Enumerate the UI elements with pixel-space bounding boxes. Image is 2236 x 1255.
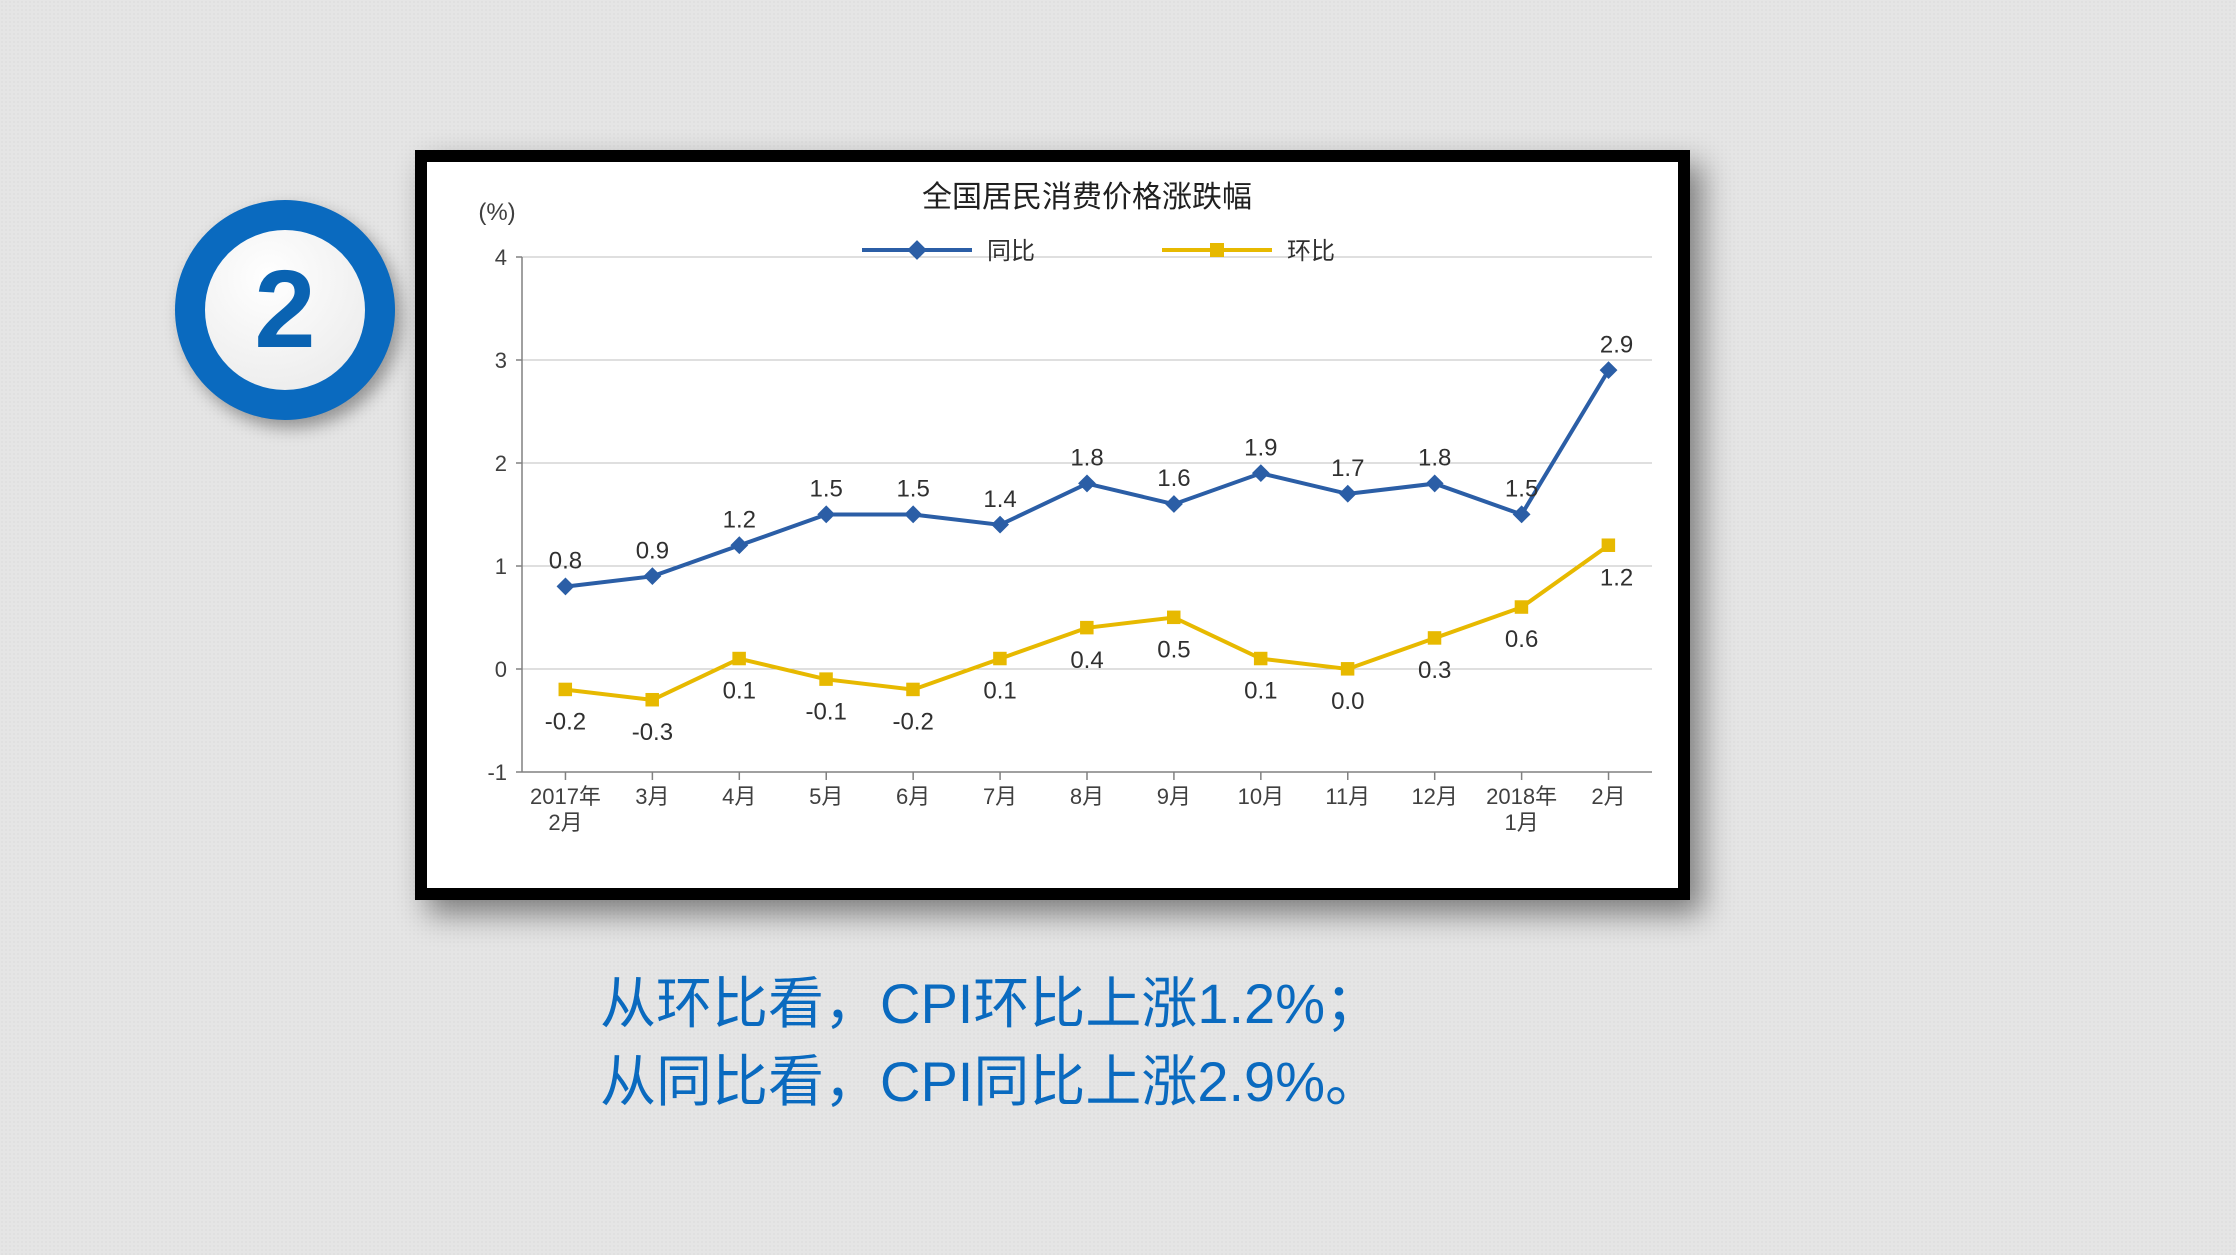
svg-text:1.5: 1.5 <box>896 476 929 503</box>
svg-text:1.6: 1.6 <box>1157 465 1190 492</box>
svg-text:0.0: 0.0 <box>1331 688 1364 715</box>
svg-text:-0.2: -0.2 <box>892 709 933 736</box>
svg-text:1.4: 1.4 <box>983 486 1016 513</box>
svg-text:2月: 2月 <box>548 810 582 835</box>
svg-text:6月: 6月 <box>896 784 930 809</box>
svg-text:9月: 9月 <box>1157 784 1191 809</box>
svg-text:2: 2 <box>495 451 507 476</box>
svg-text:3: 3 <box>495 348 507 373</box>
svg-text:4: 4 <box>495 245 507 270</box>
svg-text:1.9: 1.9 <box>1244 434 1277 461</box>
svg-text:1: 1 <box>495 554 507 579</box>
svg-text:0.4: 0.4 <box>1070 647 1103 674</box>
svg-text:1.5: 1.5 <box>1505 476 1538 503</box>
section-number: 2 <box>254 255 315 365</box>
svg-text:1.5: 1.5 <box>810 476 843 503</box>
svg-text:-1: -1 <box>487 760 507 785</box>
svg-text:0.5: 0.5 <box>1157 637 1190 664</box>
svg-text:(%): (%) <box>478 199 515 226</box>
svg-text:10月: 10月 <box>1238 784 1284 809</box>
svg-text:1.2: 1.2 <box>723 506 756 533</box>
svg-text:3月: 3月 <box>635 784 669 809</box>
svg-text:2017年: 2017年 <box>530 784 601 809</box>
svg-text:0.1: 0.1 <box>1244 678 1277 705</box>
svg-text:0.1: 0.1 <box>723 678 756 705</box>
section-number-badge: 2 <box>175 200 395 420</box>
svg-text:2月: 2月 <box>1591 784 1625 809</box>
svg-text:全国居民消费价格涨跌幅: 全国居民消费价格涨跌幅 <box>922 181 1252 214</box>
svg-text:5月: 5月 <box>809 784 843 809</box>
svg-text:2018年: 2018年 <box>1486 784 1557 809</box>
svg-text:1月: 1月 <box>1504 810 1538 835</box>
svg-text:0.9: 0.9 <box>636 537 669 564</box>
cpi-chart-frame: 全国居民消费价格涨跌幅(%)-1012342017年2月3月4月5月6月7月8月… <box>415 150 1690 900</box>
slide-caption: 从环比看，CPI环比上涨1.2%； 从同比看，CPI同比上涨2.9%。 <box>600 965 1381 1122</box>
svg-text:-0.1: -0.1 <box>806 698 847 725</box>
svg-text:2.9: 2.9 <box>1600 331 1633 358</box>
svg-text:1.7: 1.7 <box>1331 455 1364 482</box>
svg-text:-0.2: -0.2 <box>545 709 586 736</box>
svg-text:0.3: 0.3 <box>1418 657 1451 684</box>
svg-text:0.1: 0.1 <box>983 678 1016 705</box>
caption-line-1: 从环比看，CPI环比上涨1.2%； <box>600 965 1381 1043</box>
svg-text:同比: 同比 <box>987 238 1035 265</box>
svg-text:1.2: 1.2 <box>1600 564 1633 591</box>
svg-text:4月: 4月 <box>722 784 756 809</box>
svg-text:8月: 8月 <box>1070 784 1104 809</box>
cpi-line-chart: 全国居民消费价格涨跌幅(%)-1012342017年2月3月4月5月6月7月8月… <box>427 162 1678 888</box>
caption-line-2: 从同比看，CPI同比上涨2.9%。 <box>600 1043 1381 1121</box>
svg-text:-0.3: -0.3 <box>632 719 673 746</box>
svg-text:环比: 环比 <box>1287 238 1335 265</box>
svg-text:12月: 12月 <box>1411 784 1457 809</box>
svg-text:0.6: 0.6 <box>1505 626 1538 653</box>
svg-text:0: 0 <box>495 657 507 682</box>
svg-text:0.8: 0.8 <box>549 548 582 575</box>
svg-text:1.8: 1.8 <box>1070 445 1103 472</box>
svg-text:11月: 11月 <box>1325 784 1370 809</box>
svg-text:7月: 7月 <box>983 784 1017 809</box>
svg-text:1.8: 1.8 <box>1418 445 1451 472</box>
